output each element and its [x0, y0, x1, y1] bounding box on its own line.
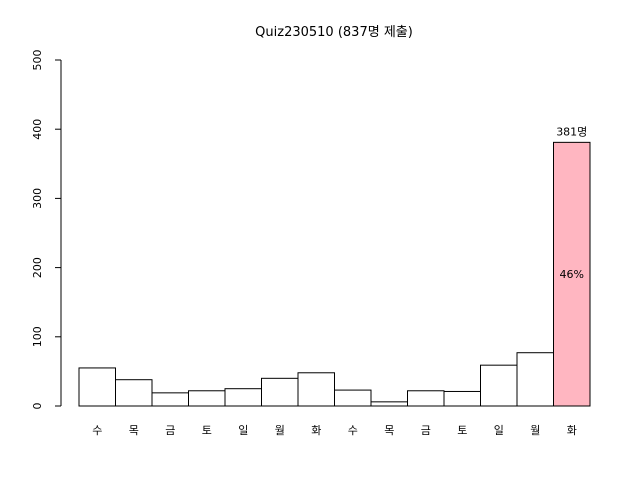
bar-5 [261, 377, 299, 407]
bar-12 [516, 352, 554, 407]
x-category-label: 목 [129, 424, 139, 437]
highlight-count-label: 381명 [556, 125, 587, 138]
bar-6 [297, 372, 335, 407]
x-category-label: 일 [238, 423, 248, 437]
bar-7 [334, 389, 372, 407]
y-tick-label: 0 [31, 403, 44, 410]
x-category-label: 금 [165, 424, 175, 437]
bar-4 [224, 388, 262, 407]
x-category-label: 토 [457, 424, 467, 437]
y-tick-label: 100 [31, 326, 44, 347]
bar-10 [443, 390, 481, 407]
bar-13 [553, 141, 591, 407]
bar-9 [407, 390, 445, 407]
bar-annotations: 381명 46% [556, 125, 587, 281]
y-tick-label: 400 [31, 119, 44, 140]
bar-0 [78, 367, 116, 407]
bar-11 [480, 364, 518, 407]
bar-3 [188, 390, 226, 407]
x-category-label: 화 [567, 424, 577, 437]
x-category-label: 목 [384, 424, 394, 437]
y-axis: 0 100 200 300 400 500 [31, 50, 62, 410]
x-category-label: 월 [275, 424, 285, 437]
bar-2 [151, 392, 189, 407]
bar-8 [370, 401, 408, 407]
x-category-label: 수 [348, 424, 358, 437]
highlight-percent-label: 46% [560, 268, 584, 281]
x-category-label: 월 [530, 424, 540, 437]
y-tick-label: 500 [31, 50, 44, 71]
x-category-label: 화 [311, 424, 321, 437]
x-category-label: 금 [421, 424, 431, 437]
bars-group [78, 141, 591, 407]
chart-title: Quiz230510 (837명 제출) [255, 25, 413, 40]
x-category-label: 수 [92, 424, 102, 437]
x-category-label: 토 [202, 424, 212, 437]
y-tick-label: 200 [31, 257, 44, 278]
x-category-label: 일 [494, 423, 504, 437]
y-tick-label: 300 [31, 188, 44, 209]
bar-1 [115, 379, 153, 407]
